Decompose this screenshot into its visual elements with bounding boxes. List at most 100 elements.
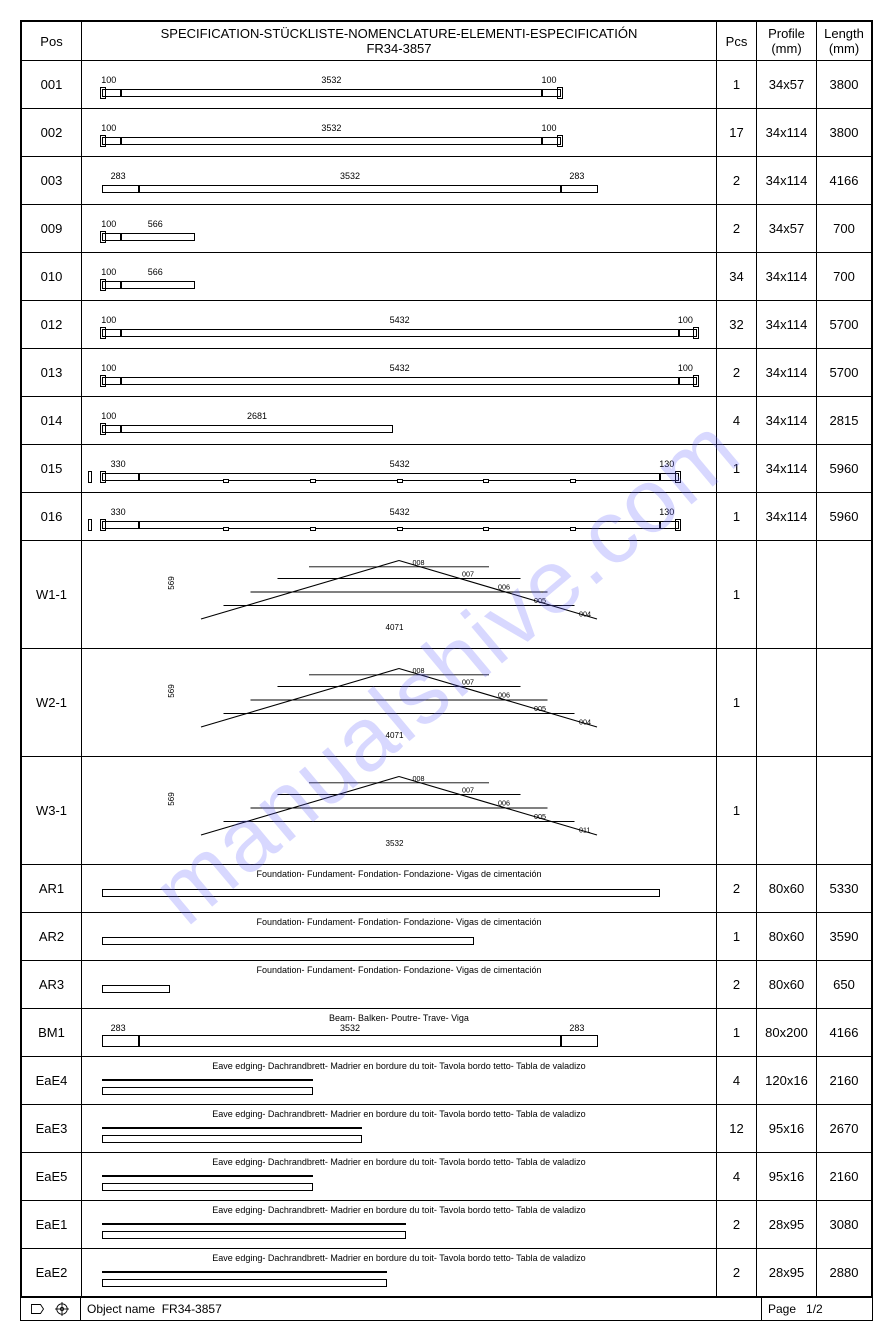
- pos-cell: BM1: [22, 1009, 82, 1057]
- profile-cell: 80x60: [757, 913, 817, 961]
- spec-cell: Foundation- Fundament- Fondation- Fondaz…: [82, 961, 717, 1009]
- length-cell: [817, 649, 872, 757]
- description-label: Foundation- Fundament- Fondation- Fondaz…: [82, 869, 716, 879]
- description-label: Eave edging- Dachrandbrett- Madrier en b…: [82, 1061, 716, 1071]
- footer-object: Object name FR34-3857: [81, 1298, 762, 1320]
- pos-cell: 010: [22, 253, 82, 301]
- spec-cell: Foundation- Fundament- Fondation- Fondaz…: [82, 913, 717, 961]
- pcs-cell: 1: [717, 493, 757, 541]
- spec-cell: 3305432130: [82, 493, 717, 541]
- profile-cell: 80x60: [757, 961, 817, 1009]
- truss-diagram: 569 3532 008 007 006 005 011: [90, 763, 708, 853]
- pos-cell: AR2: [22, 913, 82, 961]
- bar-segment: [121, 425, 394, 433]
- pcs-cell: 4: [717, 1153, 757, 1201]
- object-value: FR34-3857: [162, 1302, 222, 1316]
- header-row: Pos SPECIFICATION-STÜCKLISTE-NOMENCLATUR…: [22, 22, 872, 61]
- page-label: Page: [768, 1302, 796, 1316]
- pcs-cell: 32: [717, 301, 757, 349]
- pos-cell: 009: [22, 205, 82, 253]
- pcs-cell: 2: [717, 349, 757, 397]
- pos-cell: EaE4: [22, 1057, 82, 1105]
- svg-text:569: 569: [167, 576, 176, 590]
- dim-label: 330: [111, 507, 126, 517]
- dim-label: 2681: [247, 411, 267, 421]
- bar-segment: [102, 1135, 362, 1143]
- svg-text:007: 007: [462, 570, 474, 579]
- length-cell: 3590: [817, 913, 872, 961]
- length-cell: 3080: [817, 1201, 872, 1249]
- length-cell: 2160: [817, 1153, 872, 1201]
- pos-cell: W3-1: [22, 757, 82, 865]
- length-cell: 4166: [817, 157, 872, 205]
- spec-cell: Eave edging- Dachrandbrett- Madrier en b…: [82, 1057, 717, 1105]
- dim-label: 5432: [390, 507, 410, 517]
- table-row: 009100566234x57700: [22, 205, 872, 253]
- table-row: EaE3Eave edging- Dachrandbrett- Madrier …: [22, 1105, 872, 1153]
- spec-table: Pos SPECIFICATION-STÜCKLISTE-NOMENCLATUR…: [21, 21, 872, 1297]
- pcs-cell: 17: [717, 109, 757, 157]
- table-body: 0011003532100134x57380000210035321001734…: [22, 61, 872, 1297]
- dim-label: 3532: [340, 171, 360, 181]
- profile-cell: 120x16: [757, 1057, 817, 1105]
- pos-cell: W1-1: [22, 541, 82, 649]
- table-row: AR3Foundation- Fundament- Fondation- Fon…: [22, 961, 872, 1009]
- profile-cell: 95x16: [757, 1105, 817, 1153]
- profile-cell: 95x16: [757, 1153, 817, 1201]
- truss-diagram: 569 4071 008 007 006 005 004: [90, 655, 708, 745]
- length-cell: 650: [817, 961, 872, 1009]
- truss-diagram: 569 4071 008 007 006 005 004: [90, 547, 708, 637]
- table-row: AR1Foundation- Fundament- Fondation- Fon…: [22, 865, 872, 913]
- table-row: EaE4Eave edging- Dachrandbrett- Madrier …: [22, 1057, 872, 1105]
- pos-cell: 003: [22, 157, 82, 205]
- pcs-cell: 2: [717, 865, 757, 913]
- bar-segment: [102, 889, 660, 897]
- pos-cell: AR1: [22, 865, 82, 913]
- profile-cell: 34x114: [757, 157, 817, 205]
- edge-line: [102, 1175, 313, 1177]
- table-row: BM1Beam- Balken- Poutre- Trave- Viga2833…: [22, 1009, 872, 1057]
- length-cell: 2670: [817, 1105, 872, 1153]
- pos-cell: 014: [22, 397, 82, 445]
- bar-segment: [102, 473, 139, 481]
- col-length: Length (mm): [817, 22, 872, 61]
- dim-label: 100: [542, 123, 557, 133]
- title-line1: SPECIFICATION-STÜCKLISTE-NOMENCLATURE-EL…: [84, 26, 714, 41]
- profile-cell: 34x57: [757, 205, 817, 253]
- svg-text:569: 569: [167, 684, 176, 698]
- svg-text:4071: 4071: [386, 731, 404, 740]
- bar-segment: [121, 137, 543, 145]
- table-row: 0153305432130134x1145960: [22, 445, 872, 493]
- footer-icons: [21, 1298, 81, 1320]
- svg-text:005: 005: [534, 704, 546, 713]
- profile-cell: 34x114: [757, 349, 817, 397]
- table-row: W2-1 569 4071 008 007 006 005 004 1: [22, 649, 872, 757]
- length-cell: 2160: [817, 1057, 872, 1105]
- description-label: Eave edging- Dachrandbrett- Madrier en b…: [82, 1253, 716, 1263]
- pcs-cell: 1: [717, 541, 757, 649]
- bar-segment: [121, 89, 543, 97]
- dim-label: 3532: [321, 123, 341, 133]
- target-icon: [53, 1302, 71, 1316]
- spec-cell: 1005432100: [82, 349, 717, 397]
- title-line2: FR34-3857: [84, 41, 714, 56]
- svg-text:4071: 4071: [386, 623, 404, 632]
- spec-cell: Eave edging- Dachrandbrett- Madrier en b…: [82, 1249, 717, 1297]
- footer: Object name FR34-3857 Page 1/2: [21, 1297, 872, 1320]
- svg-text:008: 008: [413, 666, 425, 675]
- bar-segment: [102, 185, 139, 193]
- pcs-cell: 1: [717, 913, 757, 961]
- pos-cell: EaE3: [22, 1105, 82, 1153]
- length-cell: 3800: [817, 109, 872, 157]
- dim-label: 100: [101, 411, 116, 421]
- pos-cell: W2-1: [22, 649, 82, 757]
- dim-label: 566: [148, 219, 163, 229]
- svg-text:006: 006: [498, 798, 510, 807]
- pcs-cell: 34: [717, 253, 757, 301]
- specification-sheet: manualshive.com Pos SPECIFICATION-STÜCKL…: [20, 20, 873, 1321]
- spec-cell: 569 4071 008 007 006 005 004: [82, 541, 717, 649]
- svg-text:3532: 3532: [386, 839, 404, 848]
- edge-line: [102, 1079, 313, 1081]
- description-label: Eave edging- Dachrandbrett- Madrier en b…: [82, 1157, 716, 1167]
- dim-label: 5432: [390, 459, 410, 469]
